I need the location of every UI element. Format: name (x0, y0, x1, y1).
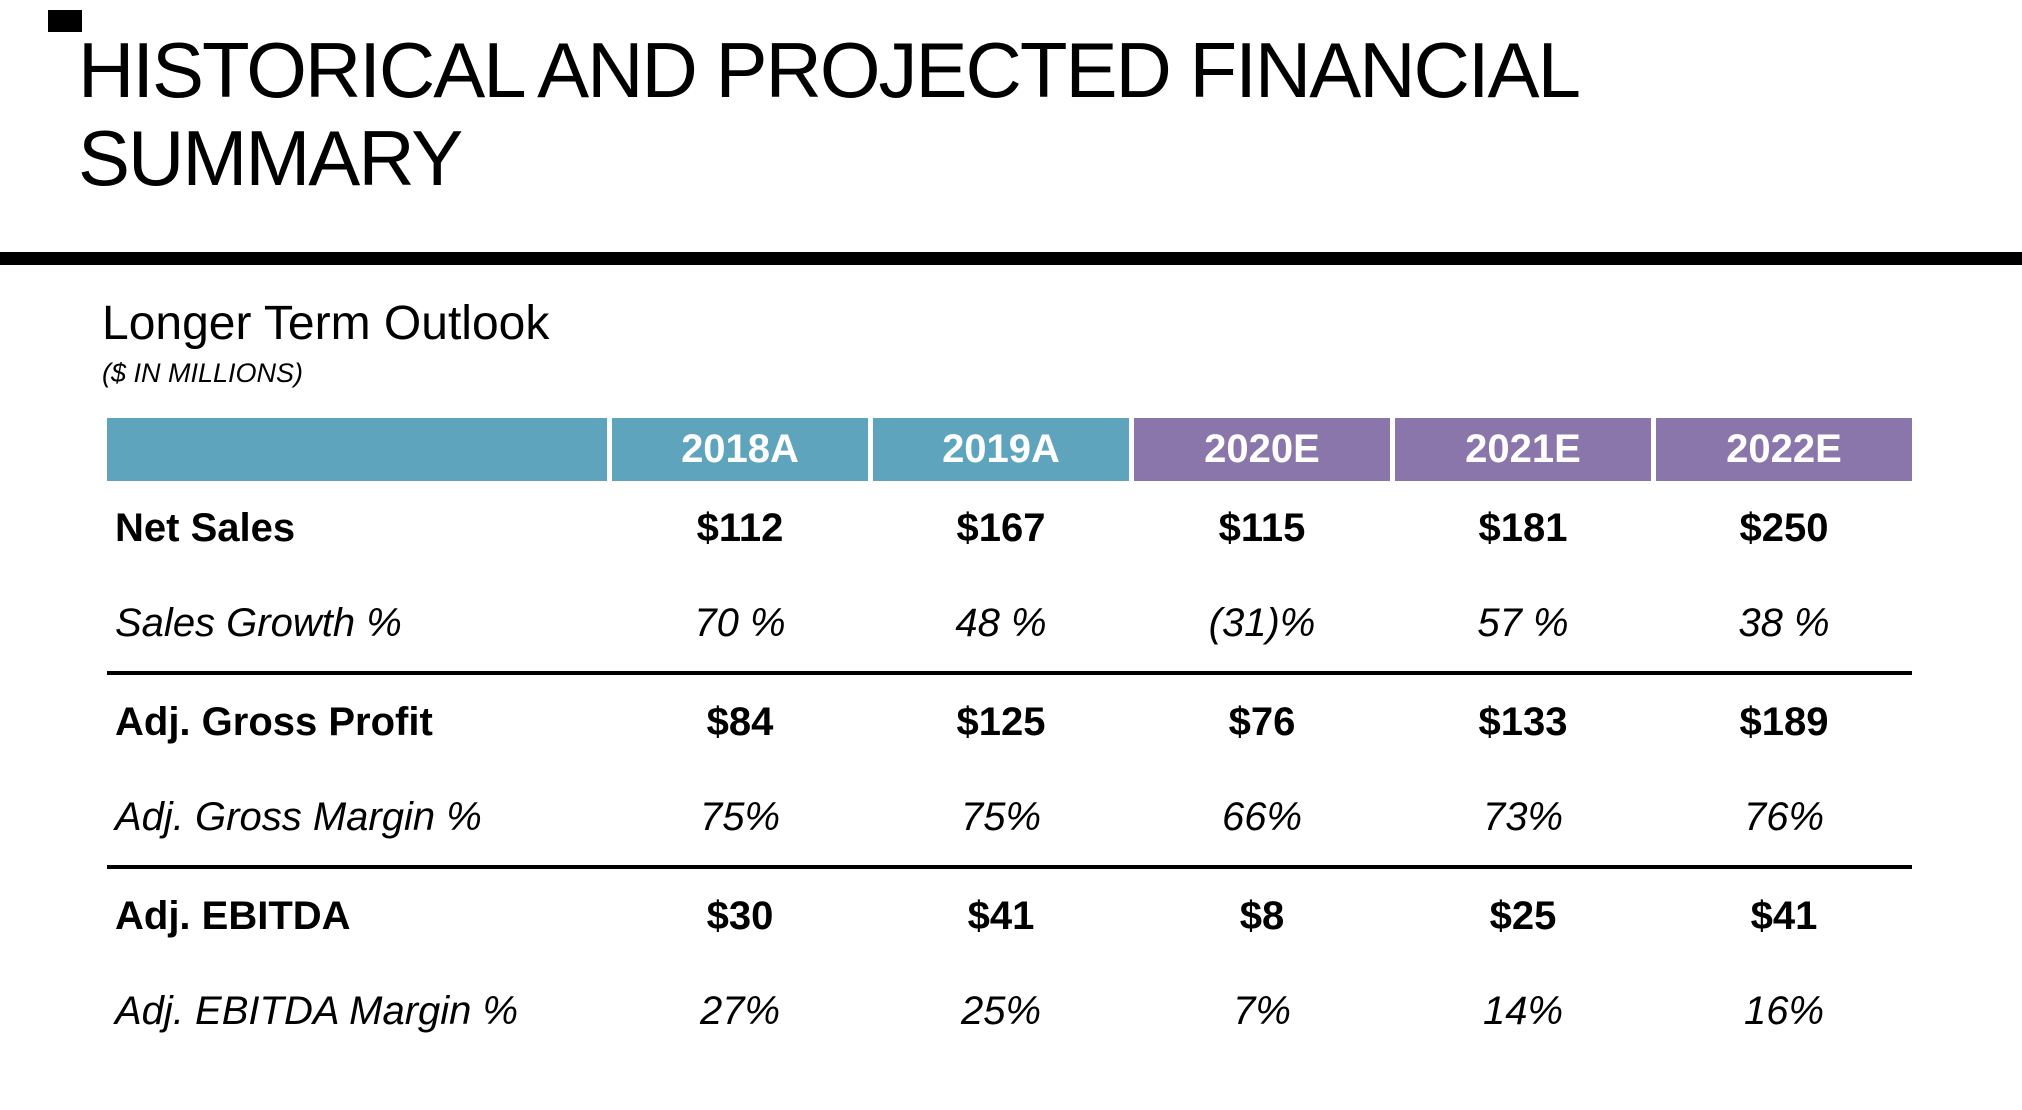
row-label: Adj. EBITDA (115, 894, 351, 938)
cell-value: 38 % (1738, 601, 1830, 645)
row-divider (107, 865, 1912, 869)
cell-value: 76% (1743, 795, 1825, 839)
cell-value: $76 (1228, 700, 1296, 744)
cell-value: 14% (1482, 989, 1564, 1033)
cell-value: 48 % (955, 601, 1047, 645)
row-divider (107, 671, 1912, 675)
cell-value: $133 (1478, 700, 1568, 744)
cell-value: $41 (1750, 894, 1818, 938)
cell-value: $84 (706, 700, 774, 744)
slide-title: HISTORICAL AND PROJECTED FINANCIAL SUMMA… (78, 26, 1578, 202)
cell-value: 25% (960, 989, 1042, 1033)
header-cell-2022e: 2022E (1656, 418, 1912, 481)
cell-value: 75% (960, 795, 1042, 839)
units-note: ($ IN MILLIONS) (102, 358, 304, 388)
cell-value: $167 (956, 506, 1046, 550)
cell-value: $250 (1739, 506, 1829, 550)
cell-value: 73% (1482, 795, 1564, 839)
row-label: Net Sales (115, 506, 296, 550)
header-cell-2018a: 2018A (612, 418, 868, 481)
cell-value: 66% (1221, 795, 1303, 839)
table-row-sales-growth: Sales Growth % 70 % 48 % (31)% 57 % 38 % (107, 576, 1912, 671)
slide-corner-marker (48, 10, 82, 32)
cell-value: 75% (699, 795, 781, 839)
table-row-adj-ebitda-margin: Adj. EBITDA Margin % 27% 25% 7% 14% 16% (107, 964, 1912, 1059)
table-row-adj-ebitda: Adj. EBITDA $30 $41 $8 $25 $41 (107, 869, 1912, 964)
cell-value: $189 (1739, 700, 1829, 744)
cell-value: (31)% (1208, 601, 1316, 645)
cell-value: 57 % (1477, 601, 1569, 645)
row-label: Adj. Gross Profit (115, 700, 433, 744)
header-cell-2019a: 2019A (873, 418, 1129, 481)
table-header-row: 2018A 2019A 2020E 2021E 2022E (107, 418, 1912, 481)
cell-value: $30 (706, 894, 774, 938)
row-label: Sales Growth % (115, 601, 402, 645)
row-label: Adj. EBITDA Margin % (115, 989, 519, 1033)
cell-value: 27% (699, 989, 781, 1033)
cell-value: $8 (1239, 894, 1285, 938)
cell-value: $125 (956, 700, 1046, 744)
table-row-adj-gross-margin: Adj. Gross Margin % 75% 75% 66% 73% 76% (107, 770, 1912, 865)
header-cell-2021e: 2021E (1395, 418, 1651, 481)
section-heading: Longer Term Outlook (102, 297, 550, 350)
title-rule (0, 252, 2022, 265)
cell-value: $25 (1489, 894, 1557, 938)
row-label: Adj. Gross Margin % (115, 795, 482, 839)
cell-value: 16% (1743, 989, 1825, 1033)
header-cell-2020e: 2020E (1134, 418, 1390, 481)
header-cell-blank (107, 418, 607, 481)
financial-table: 2018A 2019A 2020E 2021E 2022E Net Sales … (107, 418, 1912, 1059)
table-row-adj-gross-profit: Adj. Gross Profit $84 $125 $76 $133 $189 (107, 675, 1912, 770)
cell-value: $115 (1218, 506, 1306, 550)
cell-value: $112 (696, 506, 784, 550)
cell-value: 7% (1233, 989, 1291, 1033)
cell-value: $181 (1478, 506, 1568, 550)
table-row-net-sales: Net Sales $112 $167 $115 $181 $250 (107, 481, 1912, 576)
cell-value: 70 % (694, 601, 786, 645)
cell-value: $41 (967, 894, 1035, 938)
